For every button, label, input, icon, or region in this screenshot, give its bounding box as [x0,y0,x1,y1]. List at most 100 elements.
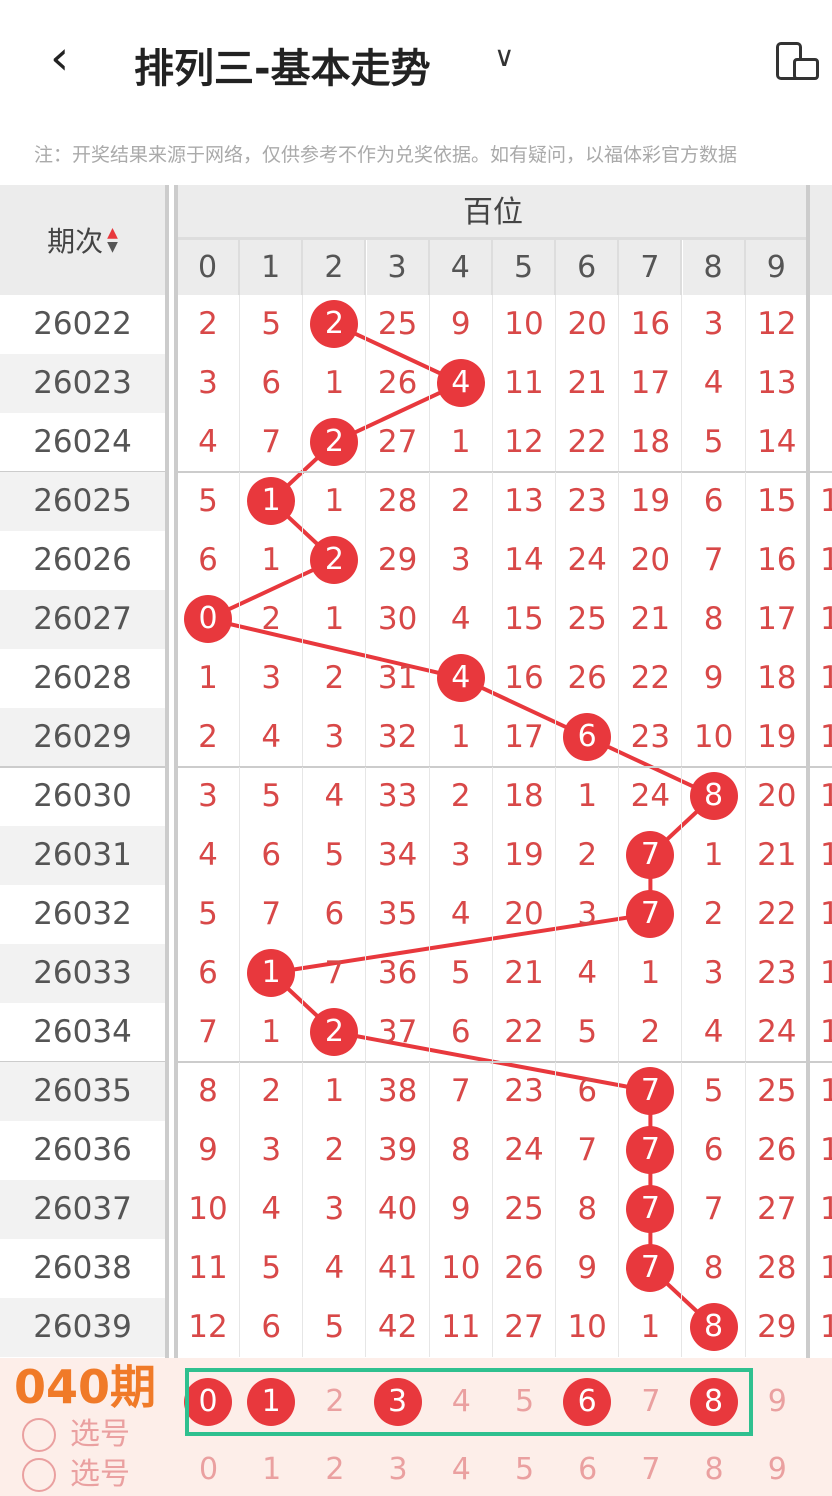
selected-ball[interactable]: 3 [373,1378,422,1426]
digit-header: 0 [177,240,240,295]
table-row: 26028 1 3 2 31 4 16 26 22 9 18 1 [0,649,832,708]
miss-count-cell: 5 [683,1062,746,1121]
radio-icon[interactable] [22,1458,56,1492]
period-cell: 26028 [33,660,132,696]
pick-number[interactable]: 4 [451,1384,471,1419]
miss-count-cell: 20 [746,767,809,826]
pick-number[interactable]: 5 [514,1384,535,1419]
digit-header: 9 [745,240,809,295]
pick-number[interactable]: 7 [641,1452,661,1487]
miss-count-cell: 9 [177,1121,240,1180]
table-row: 26039 12 6 5 42 11 27 10 1 8 29 1 [0,1298,832,1357]
next-group-cell: 1 [820,719,832,755]
table-row: 26024 4 7 2 27 1 12 22 18 5 14 [0,413,832,472]
pick-number[interactable]: 3 [388,1452,408,1487]
digit-header: 8 [682,240,746,295]
miss-count-cell: 7 [303,944,367,1003]
hit-cell: 7 [619,1121,683,1180]
radio-icon[interactable] [22,1418,56,1452]
miss-count-cell: 8 [430,1121,493,1180]
selected-ball[interactable]: 6 [563,1378,612,1426]
miss-count-cell: 35 [367,885,430,944]
miss-count-cell: 23 [619,708,683,767]
miss-count-cell: 6 [240,1298,304,1357]
group-divider [806,185,810,1358]
table-row: 26032 5 7 6 35 4 20 3 7 2 22 1 [0,885,832,944]
miss-count-cell: 19 [493,826,556,885]
miss-count-cell: 40 [367,1180,430,1239]
miss-count-cell: 6 [240,826,304,885]
pick-number[interactable]: 4 [451,1452,471,1487]
next-group-header [810,185,832,295]
hit-cell: 7 [619,1180,683,1239]
miss-count-cell: 24 [746,1003,809,1062]
hit-ball: 7 [626,890,675,938]
miss-count-cell: 6 [177,944,240,1003]
miss-count-cell: 4 [556,944,620,1003]
miss-count-cell: 26 [367,354,430,413]
period-cell: 26034 [33,1014,132,1050]
pick-number[interactable]: 7 [641,1384,661,1419]
hit-cell: 1 [240,472,304,531]
next-group-cell: 1 [820,1132,832,1168]
pick-number[interactable]: 6 [578,1452,598,1487]
hit-ball: 7 [626,1126,675,1174]
miss-count-cell: 5 [430,944,493,1003]
miss-count-cell: 20 [556,295,620,354]
pick-number[interactable]: 1 [262,1452,282,1487]
miss-count-cell: 4 [683,354,746,413]
miss-count-cell: 1 [240,531,304,590]
hit-ball: 8 [689,772,738,820]
selection-row: 0 0 1 1 2 2 3 3 4 4 5 5 6 6 7 7 8 8 9 9 选号 选号 [0,1358,832,1496]
next-group-cell: 1 [820,1191,832,1227]
miss-count-cell: 1 [303,590,367,649]
miss-count-cell: 7 [177,1003,240,1062]
miss-count-cell: 16 [746,531,809,590]
pick-toggle[interactable]: 选号 [22,1457,130,1493]
miss-count-cell: 20 [619,531,683,590]
pick-number[interactable]: 2 [325,1384,345,1419]
chevron-down-icon[interactable]: ∨ [494,40,515,73]
miss-count-cell: 1 [556,767,620,826]
pick-number[interactable]: 9 [767,1452,787,1487]
miss-count-cell: 2 [240,590,304,649]
miss-count-cell: 25 [367,295,430,354]
pick-number[interactable]: 0 [198,1452,219,1487]
miss-count-cell: 30 [367,590,430,649]
miss-count-cell: 9 [683,649,746,708]
miss-count-cell: 7 [430,1062,493,1121]
miss-count-cell: 2 [303,649,367,708]
selected-ball[interactable]: 1 [247,1378,296,1426]
pick-number[interactable]: 9 [767,1384,787,1419]
pick-toggle[interactable]: 选号 [22,1417,130,1453]
miss-count-cell: 16 [493,649,556,708]
miss-count-cell: 2 [683,885,746,944]
hit-ball: 7 [626,831,675,879]
miss-count-cell: 19 [746,708,809,767]
period-cell: 26027 [0,590,165,649]
chevron-left-icon[interactable]: ‹ [50,30,70,86]
period-header-label: 期次 [47,225,104,258]
selected-ball[interactable]: 0 [184,1378,232,1426]
table-row: 26036 9 3 2 39 8 24 7 7 6 26 1 [0,1121,832,1180]
pick-number[interactable]: 8 [704,1452,724,1487]
hit-ball: 1 [247,949,296,997]
hit-ball: 8 [689,1303,738,1351]
hit-ball: 7 [626,1244,675,1292]
hit-cell: 7 [619,885,683,944]
hit-ball: 2 [310,418,359,466]
period-header[interactable]: 期次 ▲ ▼ [0,185,165,295]
pick-number[interactable]: 5 [514,1452,535,1487]
miss-count-cell: 4 [240,708,304,767]
sort-icon[interactable]: ▲ ▼ [107,225,118,255]
table-row: 26037 10 4 3 40 9 25 8 7 7 27 1 [0,1180,832,1239]
digit-header: 4 [429,240,493,295]
period-cell: 26023 [0,354,165,413]
miss-count-cell: 3 [683,295,746,354]
pick-number[interactable]: 2 [325,1452,345,1487]
miss-count-cell: 11 [430,1298,493,1357]
selected-ball[interactable]: 8 [689,1378,738,1426]
miss-count-cell: 18 [493,767,556,826]
miss-count-cell: 3 [240,1121,304,1180]
hit-cell: 7 [619,1062,683,1121]
